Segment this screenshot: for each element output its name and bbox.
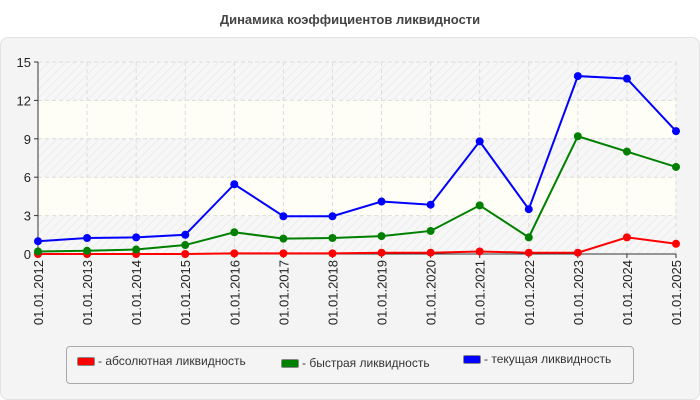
- data-point[interactable]: [132, 233, 141, 242]
- x-tick-label: 01.01.2021: [473, 260, 488, 325]
- chart-title: Динамика коэффициентов ликвидности: [219, 12, 481, 27]
- data-point[interactable]: [279, 212, 288, 221]
- legend-item-absolute: - абсолютная ликвидность: [77, 354, 246, 368]
- data-point[interactable]: [279, 234, 288, 243]
- data-point[interactable]: [34, 247, 42, 256]
- data-point[interactable]: [230, 228, 239, 237]
- x-tick-label: 01.01.2017: [276, 260, 291, 325]
- x-tick-label: 01.01.2024: [620, 260, 635, 325]
- y-tick-label: 15: [17, 55, 31, 70]
- plot-band: [38, 100, 676, 139]
- data-point[interactable]: [672, 162, 680, 171]
- data-point[interactable]: [573, 248, 582, 257]
- data-point[interactable]: [524, 248, 533, 257]
- data-point[interactable]: [426, 200, 435, 209]
- data-point[interactable]: [328, 234, 337, 242]
- y-tick-label: 9: [24, 132, 31, 147]
- legend-item-quick: - быстрая ликвидность: [281, 356, 430, 370]
- data-point[interactable]: [573, 132, 582, 141]
- y-tick-label: 12: [17, 93, 31, 108]
- legend: - абсолютная ликвидность - быстрая ликви…: [66, 346, 634, 384]
- data-point[interactable]: [328, 212, 337, 221]
- x-tick-label: 01.01.2022: [522, 260, 537, 325]
- data-point[interactable]: [426, 248, 435, 257]
- data-point[interactable]: [573, 72, 582, 81]
- x-tick-label: 01.01.2025: [669, 260, 684, 325]
- legend-swatch-blue: [463, 354, 481, 364]
- legend-item-current: - текущая ликвидность: [463, 352, 611, 366]
- x-tick-label: 01.01.2014: [129, 260, 144, 325]
- legend-swatch-green: [281, 358, 299, 368]
- series-line-1: [37, 135, 677, 253]
- data-point[interactable]: [279, 249, 288, 258]
- data-point[interactable]: [475, 247, 484, 256]
- data-point[interactable]: [328, 249, 337, 258]
- data-point[interactable]: [524, 205, 533, 214]
- data-point[interactable]: [83, 234, 92, 242]
- data-point[interactable]: [230, 180, 239, 189]
- legend-swatch-red: [77, 356, 95, 366]
- data-point[interactable]: [426, 226, 435, 235]
- data-point[interactable]: [524, 233, 533, 242]
- data-point[interactable]: [622, 147, 631, 156]
- data-point[interactable]: [475, 137, 484, 146]
- data-point[interactable]: [181, 250, 190, 258]
- data-point[interactable]: [377, 248, 386, 257]
- data-point[interactable]: [672, 239, 680, 248]
- x-tick-label: 01.01.2019: [375, 260, 390, 325]
- data-point[interactable]: [475, 201, 484, 210]
- data-point[interactable]: [622, 74, 631, 83]
- x-tick-label: 01.01.2013: [80, 260, 95, 325]
- data-point[interactable]: [34, 237, 42, 246]
- data-point[interactable]: [377, 232, 386, 241]
- x-tick-label: 01.01.2016: [227, 260, 242, 325]
- series-line-0: [38, 236, 677, 255]
- data-point[interactable]: [377, 197, 386, 206]
- plot-area: [38, 62, 676, 254]
- y-tick-label: 3: [24, 209, 31, 224]
- data-point[interactable]: [132, 245, 141, 254]
- x-tick-label: 01.01.2012: [31, 260, 46, 325]
- x-tick-label: 01.01.2018: [325, 260, 340, 325]
- x-tick-label: 01.01.2023: [571, 260, 586, 325]
- x-tick-label: 01.01.2015: [178, 260, 193, 325]
- data-point[interactable]: [181, 230, 190, 239]
- data-point[interactable]: [672, 127, 680, 136]
- data-point[interactable]: [181, 241, 190, 250]
- y-tick-label: 0: [24, 247, 31, 262]
- x-tick-label: 01.01.2020: [424, 260, 439, 325]
- series-line-2: [37, 75, 677, 243]
- data-point[interactable]: [622, 233, 631, 242]
- y-tick-label: 6: [24, 170, 31, 185]
- data-point[interactable]: [83, 246, 92, 255]
- data-point[interactable]: [230, 249, 239, 258]
